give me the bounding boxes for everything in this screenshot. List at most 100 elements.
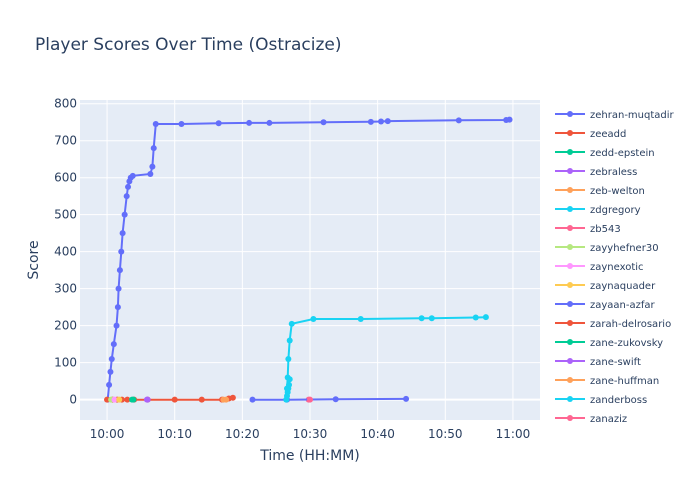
data-point [121,211,128,218]
legend-marker [567,206,573,212]
data-point [110,341,117,348]
data-point [215,120,222,127]
legend-label: zedd-epstein [590,148,655,159]
legend-label: zane-zukovsky [590,338,663,349]
data-point [286,376,293,383]
x-tick-label: 10:50 [428,427,463,441]
legend-item[interactable]: zanderboss [555,395,647,406]
y-tick-label: 600 [54,171,77,185]
data-point [106,381,113,388]
legend-item[interactable]: zane-huffman [555,376,659,387]
data-point [332,396,339,403]
legend-item[interactable]: zaynexotic [555,262,644,273]
legend-item[interactable]: zb543 [555,224,621,235]
legend-label: zaynaquader [590,281,656,292]
legend-label: zebraless [590,167,637,178]
data-point [144,396,151,403]
data-point [482,314,489,321]
legend-label: zehran-muqtadir [590,110,675,121]
legend-marker [567,320,573,326]
legend-marker [567,244,573,250]
legend-marker [567,263,573,269]
data-point [403,395,410,402]
legend-marker [567,415,573,421]
legend-item[interactable]: zdgregory [555,205,641,216]
legend-label: zayaan-azfar [590,300,656,311]
y-tick-label: 400 [54,245,77,259]
legend-item[interactable]: zane-swift [555,357,641,368]
data-point [149,163,156,170]
y-axis-title: Score [26,240,42,279]
data-point [472,314,479,321]
data-point [288,320,295,327]
y-tick-label: 300 [54,282,77,296]
legend-marker [567,130,573,136]
x-tick-label: 10:20 [225,427,260,441]
legend-item[interactable]: zane-zukovsky [555,338,663,349]
data-point [125,183,132,190]
x-tick-label: 10:00 [90,427,125,441]
legend-item[interactable]: zayaan-azfar [555,300,656,311]
legend-item[interactable]: zebraless [555,167,637,178]
legend-label: zeb-welton [590,186,645,197]
data-point [198,396,205,403]
legend-label: zanaziz [590,414,627,425]
data-point [418,315,425,322]
data-point [285,355,292,362]
legend-marker [567,377,573,383]
data-point [147,170,154,177]
x-tick-label: 10:30 [293,427,328,441]
legend-item[interactable]: zarah-delrosario [555,319,671,330]
legend-label: zaynexotic [590,262,644,273]
data-point [178,121,185,128]
data-point [124,396,131,403]
data-point [246,119,253,126]
grid [80,100,540,420]
legend-item[interactable]: zeeadd [555,129,626,140]
legend[interactable]: zehran-muqtadir zeeadd zedd-epstein zebrale… [555,110,675,425]
legend-item[interactable]: zedd-epstein [555,148,655,159]
y-tick-label: 500 [54,208,77,222]
data-point [378,118,385,125]
legend-label: zanderboss [590,395,647,406]
y-tick-label: 0 [69,393,77,407]
data-point [357,316,364,323]
legend-marker [567,282,573,288]
data-point [367,118,374,125]
legend-item[interactable]: zaynaquader [555,281,656,292]
series-zane-huffman [223,396,230,403]
data-point [119,230,126,237]
y-tick-label: 200 [54,319,77,333]
y-tick-label: 100 [54,356,77,370]
legend-label: zeeadd [590,129,626,140]
legend-marker [567,111,573,117]
legend-label: zarah-delrosario [590,319,671,330]
data-point [129,396,136,403]
legend-item[interactable]: zanaziz [555,414,627,425]
data-point [129,172,136,179]
data-point [428,315,435,322]
tick-labels: 0 100 200 300 400 500 600 700 800 10:00 10:10 10:20… [54,97,530,441]
legend-marker [567,187,573,193]
series-zehran-muqtadir [104,116,513,403]
data-point [111,396,118,403]
series-zanderboss [283,376,293,403]
legend-label: zayyhefner30 [590,243,659,254]
series-line [252,397,407,401]
data-point [152,121,159,128]
y-tick-label: 700 [54,134,77,148]
legend-item[interactable]: zehran-muqtadir [555,110,675,121]
data-point [223,396,230,403]
legend-item[interactable]: zeb-welton [555,186,645,197]
legend-label: zdgregory [590,205,641,216]
data-point [116,267,123,274]
data-point [320,119,327,126]
data-point [307,396,313,403]
legend-marker [567,358,573,364]
data-point [114,304,121,311]
legend-item[interactable]: zayyhefner30 [555,243,659,254]
series-zaynaquader [116,396,123,403]
data-point [108,355,115,362]
data-point [123,193,130,200]
